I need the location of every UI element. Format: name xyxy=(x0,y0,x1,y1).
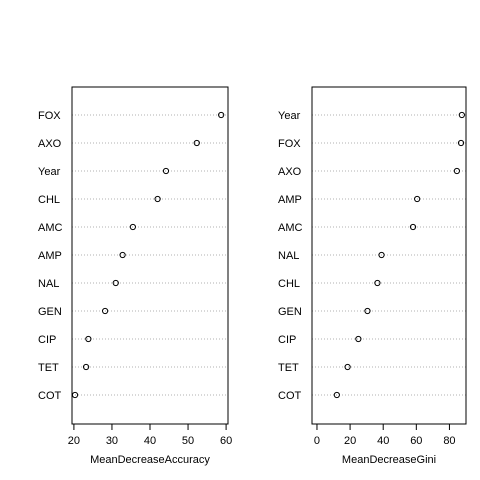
data-point xyxy=(218,111,225,119)
x-axis-title: MeanDecreaseAccuracy xyxy=(90,454,210,466)
data-point xyxy=(102,307,109,315)
data-point xyxy=(344,363,351,371)
data-point xyxy=(162,167,170,175)
data-point xyxy=(129,223,136,231)
category-label: CIP xyxy=(278,334,296,346)
panel-mean-decrease-gini: Year FOX AXO AMP AMC NAL CHL GEN CIP TET COT 0 20 40 6… xyxy=(278,86,467,466)
category-label: CIP xyxy=(38,334,56,346)
data-point xyxy=(355,335,362,343)
category-label: FOX xyxy=(38,110,61,122)
category-label: COT xyxy=(278,390,302,402)
x-tick-label: 0 xyxy=(314,435,320,447)
panel-mean-decrease-accuracy: FOX AXO Year CHL AMC AMP NAL GEN CIP TET COT 20 30 40… xyxy=(38,86,232,466)
category-label: AMC xyxy=(38,222,63,234)
category-label: AMP xyxy=(38,250,62,262)
category-label: AMP xyxy=(278,194,302,206)
category-label: CHL xyxy=(278,278,300,290)
data-point xyxy=(119,251,126,259)
category-label: AXO xyxy=(38,138,62,150)
data-point xyxy=(333,391,340,399)
data-point xyxy=(82,363,90,371)
category-label: FOX xyxy=(278,138,301,150)
data-point xyxy=(453,167,460,175)
x-tick-label: 60 xyxy=(410,435,422,447)
x-tick-label: 40 xyxy=(377,435,389,447)
x-tick-label: 30 xyxy=(106,435,118,447)
data-point xyxy=(85,335,92,343)
category-label: GEN xyxy=(278,306,302,318)
category-label: AMC xyxy=(278,222,303,234)
data-point xyxy=(374,279,381,287)
category-label: Year xyxy=(278,110,301,122)
data-point xyxy=(193,139,200,147)
category-label: COT xyxy=(38,390,62,402)
data-point xyxy=(414,195,421,203)
category-label: CHL xyxy=(38,194,60,206)
plot-frame xyxy=(311,86,467,425)
x-tick-label: 20 xyxy=(68,435,80,447)
data-point xyxy=(458,111,465,119)
category-label: NAL xyxy=(38,278,59,290)
x-tick-label: 40 xyxy=(144,435,156,447)
data-point xyxy=(409,223,417,231)
data-point xyxy=(112,279,119,287)
category-label: AXO xyxy=(278,166,302,178)
category-label: NAL xyxy=(278,250,299,262)
x-tick-label: 20 xyxy=(344,435,356,447)
category-label: GEN xyxy=(38,306,62,318)
data-point xyxy=(154,195,161,203)
x-axis-title: MeanDecreaseGini xyxy=(342,454,436,466)
x-tick-label: 50 xyxy=(182,435,194,447)
data-point xyxy=(457,139,465,147)
data-point xyxy=(378,251,385,259)
category-label: TET xyxy=(278,362,299,374)
data-point xyxy=(364,307,371,315)
category-label: Year xyxy=(38,166,61,178)
x-tick-label: 80 xyxy=(443,435,455,447)
x-tick-label: 60 xyxy=(220,435,232,447)
category-label: TET xyxy=(38,362,59,374)
